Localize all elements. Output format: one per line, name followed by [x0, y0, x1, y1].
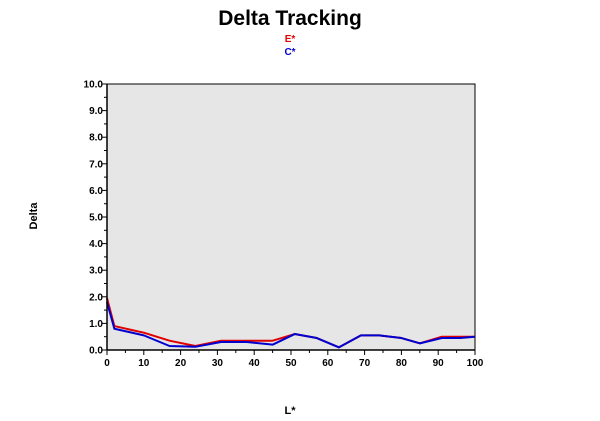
y-tick-label: 7.0 — [89, 159, 103, 170]
x-tick-label: 40 — [249, 358, 261, 369]
x-tick-label: 90 — [433, 358, 445, 369]
x-tick-label: 20 — [175, 358, 187, 369]
x-tick-label: 60 — [322, 358, 334, 369]
x-tick-label: 100 — [467, 358, 484, 369]
x-tick-label: 30 — [212, 358, 224, 369]
x-axis-label: L* — [285, 405, 297, 417]
series-line-c — [106, 301, 476, 349]
axis-ticks: 0.0 1.0 2.0 3.0 4.0 5.0 6.0 7.0 8.0 9.0 10.0 0 10 20 3… — [84, 80, 484, 370]
y-tick-label: 6.0 — [89, 186, 103, 197]
chart-title: Delta Tracking — [218, 7, 362, 30]
y-tick-label: 10.0 — [84, 80, 104, 91]
series-layer — [106, 297, 476, 349]
y-tick-label: 2.0 — [89, 292, 103, 303]
y-tick-label: 5.0 — [89, 213, 103, 224]
plot-area — [106, 83, 476, 351]
y-tick-label: 8.0 — [89, 133, 103, 144]
y-tick-label: 4.0 — [89, 239, 103, 250]
x-tick-label: 70 — [359, 358, 371, 369]
y-tick-label: 1.0 — [89, 319, 103, 330]
y-axis-label: Delta — [28, 202, 40, 230]
legend-entry-e: E* — [285, 34, 296, 45]
x-tick-label: 80 — [396, 358, 408, 369]
y-tick-label: 9.0 — [89, 106, 103, 117]
x-tick-label: 10 — [138, 358, 150, 369]
y-tick-label: 3.0 — [89, 266, 103, 277]
x-tick-label: 50 — [285, 358, 297, 369]
legend-entry-c: C* — [284, 47, 295, 58]
y-tick-label: 0.0 — [89, 346, 103, 357]
x-tick-label: 0 — [104, 358, 110, 369]
